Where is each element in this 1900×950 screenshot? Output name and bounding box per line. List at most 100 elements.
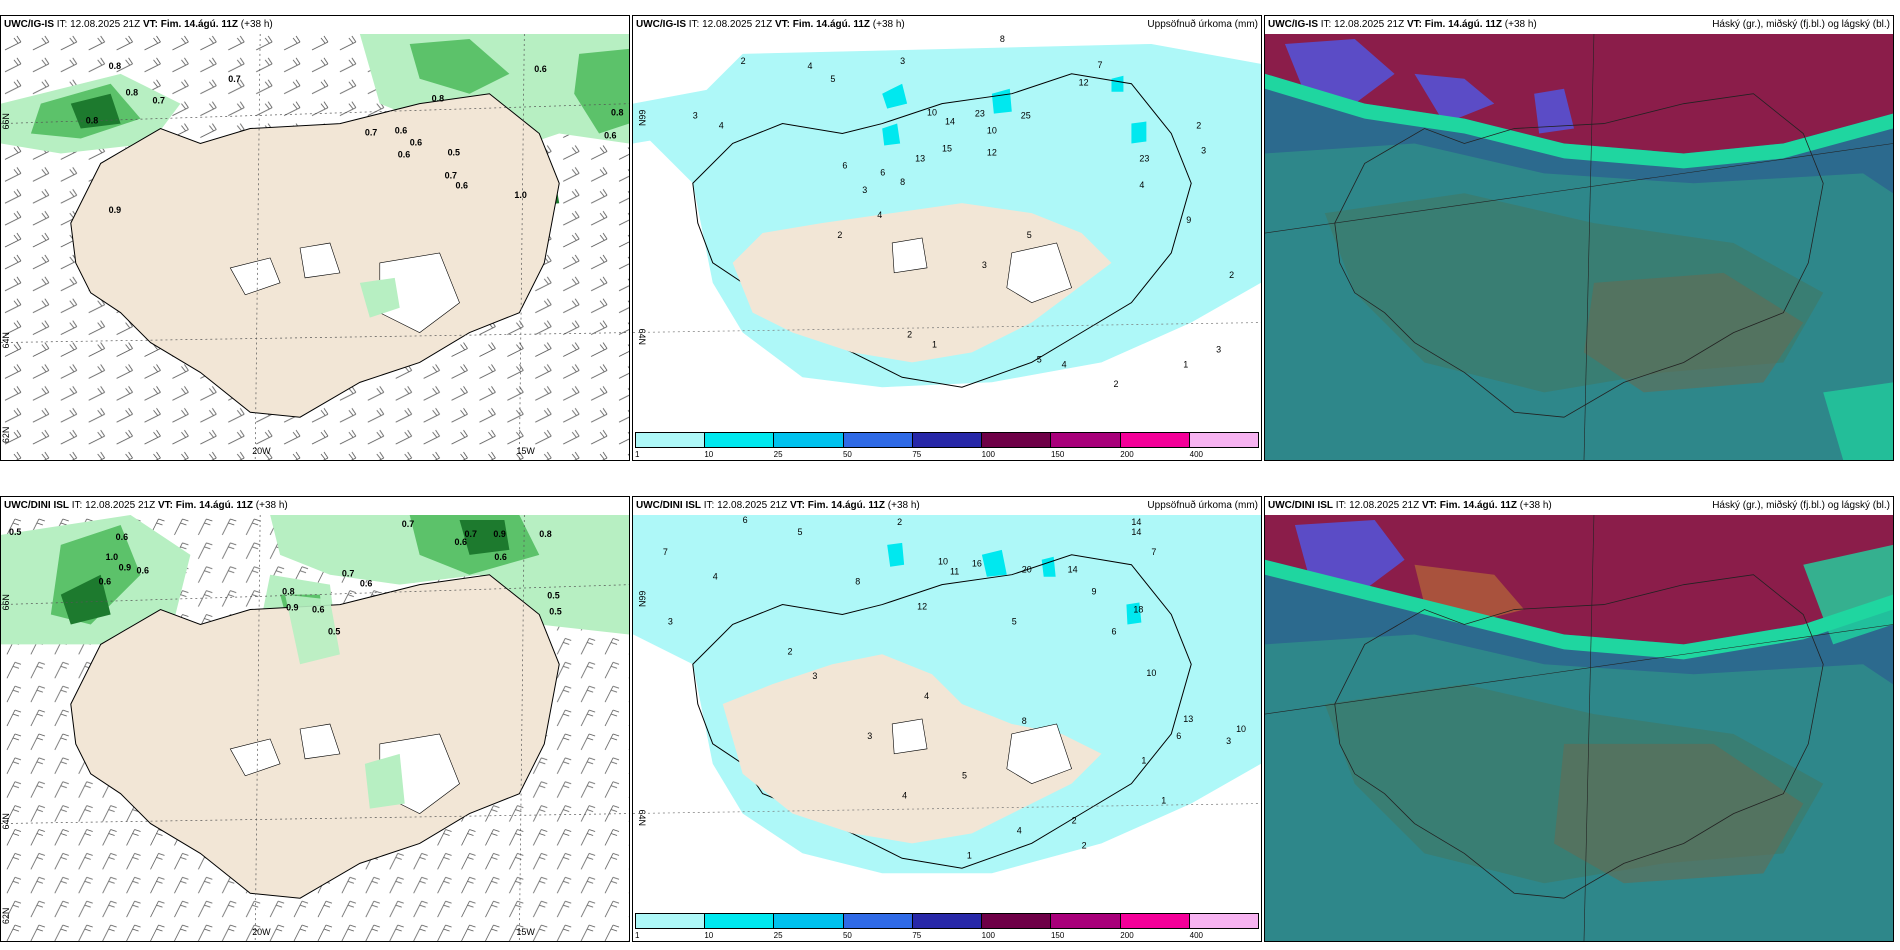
precip-value: 7 (1151, 547, 1156, 557)
precip-value: 3 (867, 731, 872, 741)
value-label: 0.8 (86, 116, 98, 126)
value-label: 0.6 (116, 532, 128, 542)
value-label: 0.6 (99, 577, 111, 587)
value-label: 0.8 (539, 529, 551, 539)
value-label: 1.0 (106, 552, 118, 562)
precip-value: 3 (693, 111, 698, 121)
init-time: IT: 12.08.2025 21Z (703, 500, 788, 511)
lead-time: (+38 h) (872, 19, 905, 30)
value-label: 0.6 (604, 131, 616, 141)
value-label: 0.6 (410, 137, 422, 147)
lat-label-62n: 62N (1, 908, 11, 924)
colorbar-swatch (774, 914, 844, 928)
precip-value: 10 (927, 108, 937, 118)
precip-value: 1 (1141, 756, 1146, 766)
precip-value: 9 (1092, 587, 1097, 597)
colorbar-ticks: 1 10 25 50 75 100 150 200 400 (635, 930, 1259, 941)
value-label: 0.6 (395, 126, 407, 136)
lat-label-64n: 64N (637, 810, 647, 826)
valid-time: VT: Fim. 14.ágú. 11Z (774, 19, 870, 30)
lat-label-64n: 64N (1, 813, 11, 829)
colorbar-swatch (912, 914, 983, 928)
precip-value: 13 (915, 153, 925, 163)
colorbar-tick: 150 (1050, 450, 1065, 459)
panel-header: UWC/DINI ISL IT: 12.08.2025 21Z VT: Fim.… (1, 497, 629, 515)
colorbar-swatch (843, 433, 913, 447)
colorbar-tick: 25 (773, 931, 783, 940)
precip-values: 2 3 8 4 5 3 4 12 7 10 14 23 25 10 15 6 1… (693, 34, 1234, 389)
precip-value: 3 (982, 260, 987, 270)
precip-value: 2 (837, 230, 842, 240)
precip-value: 6 (880, 167, 885, 177)
lead-time: (+38 h) (887, 500, 920, 511)
precip-value: 15 (942, 143, 952, 153)
value-label: 0.8 (282, 587, 294, 597)
precip-value: 4 (1062, 359, 1067, 369)
model-name: UWC/IG-IS (636, 19, 686, 30)
precip-value: 2 (1072, 815, 1077, 825)
map-area (1265, 34, 1893, 460)
value-label: 0.6 (398, 149, 410, 159)
precip-value: 14 (1131, 517, 1141, 527)
colorbar-tick: 100 (981, 931, 995, 940)
colorbar-swatch (636, 433, 706, 447)
map-area: 66N 64N 6 7 3 4 5 2 8 10 11 12 16 20 14 … (633, 515, 1261, 913)
map-area: 20W 15W 66N 64N 62N 0.8 0.7 0.8 0.8 0.6 … (1, 34, 629, 460)
colorbar-tick: 100 (981, 450, 995, 459)
value-label: 0.5 (549, 607, 561, 617)
precip-map: 66N 64N 6 7 3 4 5 2 8 10 11 12 16 20 14 … (633, 515, 1261, 913)
colorbar-swatches (635, 913, 1259, 929)
precip-value: 12 (1079, 78, 1089, 88)
panel-wind-igis: UWC/IG-IS IT: 12.08.2025 21Z VT: Fim. 14… (0, 15, 630, 461)
colorbar-tick: 150 (1050, 931, 1065, 940)
value-label: 0.6 (137, 566, 149, 576)
precip-value: 16 (972, 559, 982, 569)
valid-time: VT: Fim. 14.ágú. 11Z (142, 19, 238, 30)
map-area (1265, 515, 1893, 941)
lon-label-20w: 20W (252, 446, 271, 456)
precip-values: 6 7 3 4 5 2 8 10 11 12 16 20 14 14 18 13… (663, 515, 1246, 860)
colorbar-swatch (774, 433, 844, 447)
colorbar-swatch (1189, 914, 1258, 928)
precip-value: 14 (945, 117, 955, 127)
value-label: 0.6 (534, 64, 546, 74)
colorbar-tick: 75 (912, 450, 922, 459)
precip-value: 1 (1183, 359, 1188, 369)
precip-value: 8 (855, 577, 860, 587)
precip-value: 14 (1068, 565, 1078, 575)
colorbar-tick: 200 (1120, 931, 1134, 940)
init-time: IT: 12.08.2025 21Z (1320, 19, 1405, 30)
colorbar-swatch (1051, 914, 1121, 928)
value-label: 1.0 (514, 190, 526, 200)
panel-header: UWC/DINI ISL IT: 12.08.2025 21Z VT: Fim.… (633, 497, 1261, 515)
value-label: 0.9 (493, 529, 505, 539)
precip-value: 1 (967, 850, 972, 860)
precip-value: 8 (900, 177, 905, 187)
precip-value: 3 (1201, 145, 1206, 155)
lat-label-66n: 66N (1, 594, 11, 610)
panel-title: Háský (gr.), miðský (fj.bl.) og lágský (… (1712, 500, 1890, 511)
value-label: 0.7 (228, 74, 240, 84)
colorbar-tick: 50 (842, 931, 852, 940)
precip-value: 8 (1022, 716, 1027, 726)
lat-label-66n: 66N (637, 110, 647, 126)
value-label: 0.5 (448, 147, 460, 157)
precip-map: 66N 64N 2 3 8 4 5 3 4 12 7 10 14 23 25 1… (633, 34, 1261, 432)
precip-value: 6 (842, 160, 847, 170)
value-label: 0.8 (126, 88, 138, 98)
panel-header: UWC/IG-IS IT: 12.08.2025 21Z VT: Fim. 14… (633, 16, 1261, 34)
wind-map: 20W 15W 66N 64N 62N 0.8 0.7 0.8 0.8 0.6 … (1, 34, 629, 460)
colorbar-tick: 25 (773, 450, 783, 459)
precip-value: 3 (812, 671, 817, 681)
colorbar-swatch (705, 914, 775, 928)
map-area: 66N 64N 2 3 8 4 5 3 4 12 7 10 14 23 25 1… (633, 34, 1261, 432)
precip-value: 10 (1236, 724, 1246, 734)
init-time: IT: 12.08.2025 21Z (71, 500, 156, 511)
colorbar-tick: 400 (1189, 931, 1203, 940)
lead-time: (+38 h) (1504, 19, 1537, 30)
colorbar-tick: 10 (704, 931, 714, 940)
precip-value: 2 (788, 646, 793, 656)
precip-value: 23 (975, 109, 985, 119)
precip-value: 6 (1176, 731, 1181, 741)
colorbar-swatch (982, 914, 1052, 928)
